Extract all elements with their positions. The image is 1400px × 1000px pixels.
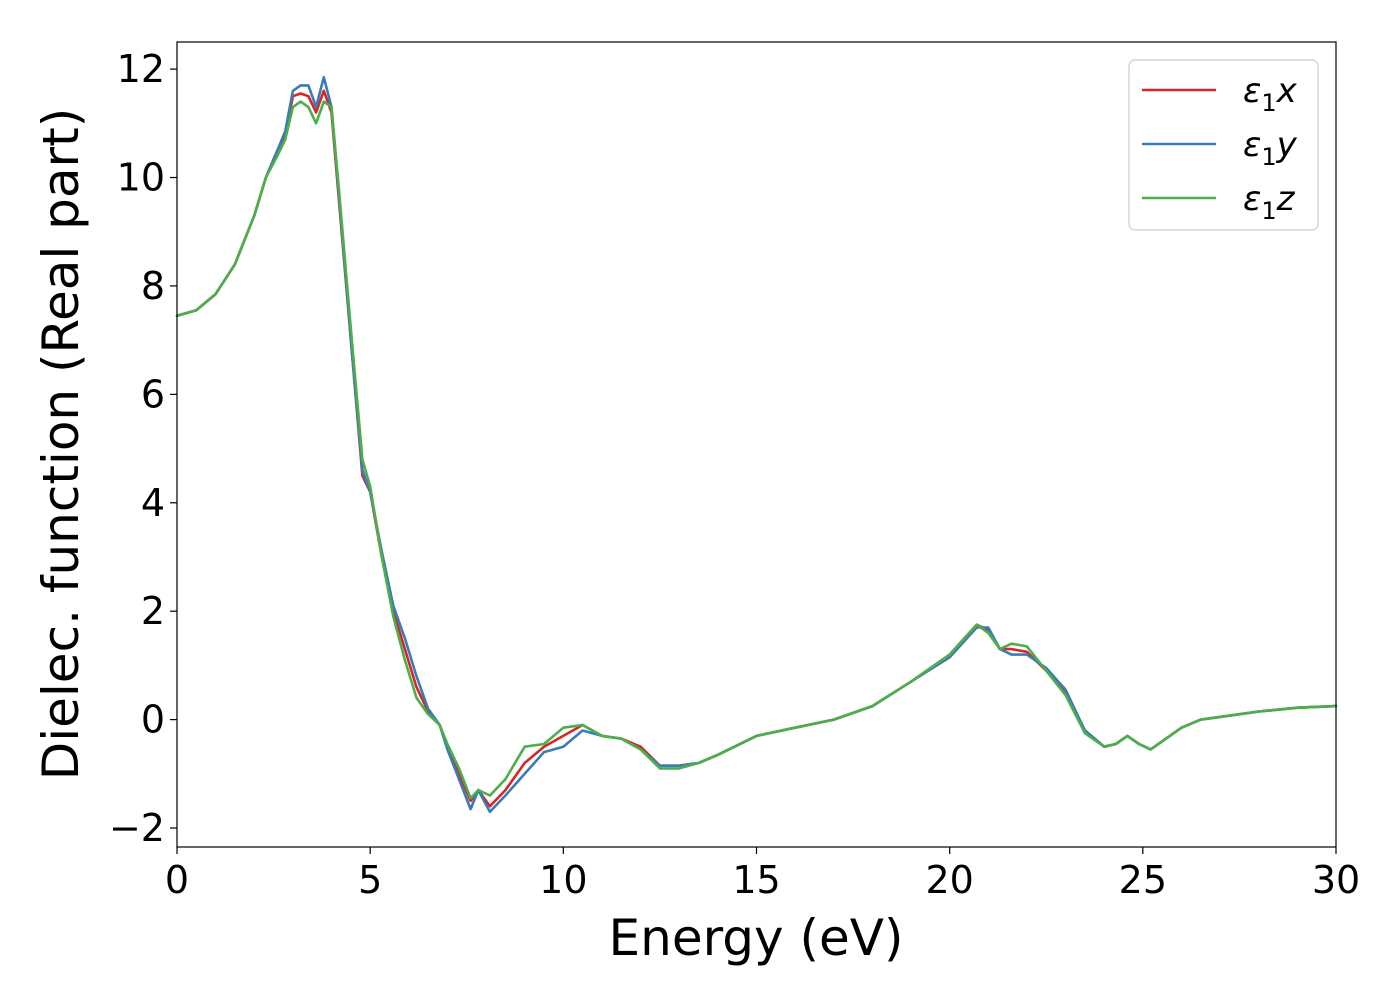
y-tick-label: 2 xyxy=(141,589,165,633)
x-tick-label: 30 xyxy=(1312,858,1360,902)
x-tick-label: 5 xyxy=(358,858,382,902)
series-layer xyxy=(175,75,1338,814)
y-tick-label: 10 xyxy=(117,156,165,200)
y-tick-label: 12 xyxy=(117,47,165,91)
x-tick-label: 20 xyxy=(925,858,973,902)
x-tick-label: 0 xyxy=(165,858,189,902)
x-axis-ticks: 0 5 10 15 20 25 30 xyxy=(165,847,1360,902)
y-tick-label: 8 xyxy=(141,264,165,308)
legend-label-y: ε1y xyxy=(1243,125,1298,171)
legend: ε1x ε1y ε1z xyxy=(1128,59,1319,231)
y-tick-label: 6 xyxy=(141,372,165,416)
y-tick-label: 0 xyxy=(141,698,165,742)
legend-box xyxy=(1128,59,1319,231)
y-axis-label: Dielec. function (Real part) xyxy=(32,108,90,780)
x-tick-label: 25 xyxy=(1119,858,1167,902)
legend-label-z: ε1z xyxy=(1243,179,1296,225)
series-line-z xyxy=(175,100,1338,800)
y-tick-label: −2 xyxy=(109,806,165,850)
x-tick-label: 15 xyxy=(732,858,780,902)
y-tick-label: 4 xyxy=(141,481,165,525)
x-axis-label: Energy (eV) xyxy=(609,909,904,967)
y-axis-ticks: −2 0 2 4 6 8 10 12 xyxy=(109,47,177,850)
legend-label-x: ε1x xyxy=(1243,71,1298,117)
x-tick-label: 10 xyxy=(539,858,587,902)
